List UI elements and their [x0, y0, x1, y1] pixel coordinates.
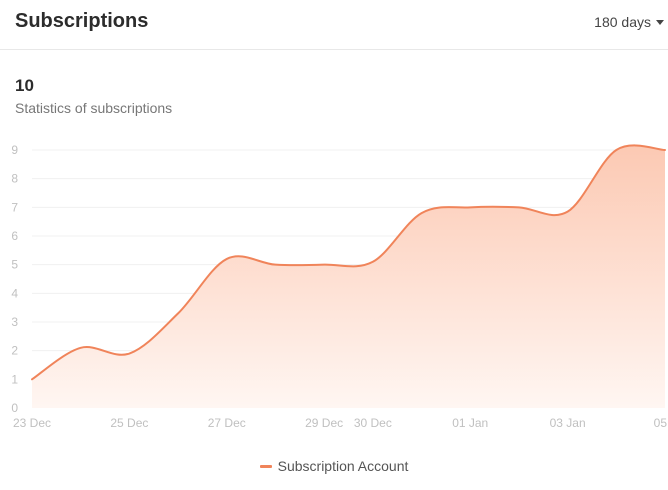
x-tick-label: 25 Dec: [110, 416, 148, 430]
time-range-label: 180 days: [594, 14, 651, 30]
card-header: Subscriptions 180 days: [0, 0, 668, 50]
y-tick-label: 3: [11, 315, 18, 329]
y-tick-label: 2: [11, 344, 18, 358]
y-tick-label: 0: [11, 401, 18, 415]
y-tick-label: 1: [11, 372, 18, 386]
card-title: Subscriptions: [15, 10, 149, 32]
x-tick-label: 03 Jan: [550, 416, 586, 430]
x-tick-label: 27 Dec: [208, 416, 246, 430]
y-tick-label: 7: [11, 200, 18, 214]
y-tick-label: 8: [11, 172, 18, 186]
caret-down-icon: [656, 19, 664, 25]
x-tick-label: 30 Dec: [354, 416, 392, 430]
time-range-dropdown[interactable]: 180 days: [594, 12, 664, 32]
series-area-fill: [32, 145, 665, 408]
x-tick-label: 23 Dec: [13, 416, 51, 430]
subscriptions-area-chart: 0 1 2 3 4 5 6 7 8 9 23 Dec 25 Dec 27 Dec 29 Dec 30 Dec…: [11, 143, 668, 430]
x-tick-label: 05 J: [654, 416, 668, 430]
y-tick-label: 4: [11, 286, 18, 300]
subscriptions-total: 10: [15, 76, 34, 95]
x-tick-label: 29 Dec: [305, 416, 343, 430]
y-tick-label: 6: [11, 229, 18, 243]
y-tick-label: 5: [11, 258, 18, 272]
subscriptions-description: Statistics of subscriptions: [15, 100, 173, 116]
y-tick-label: 9: [11, 143, 18, 157]
chart-legend[interactable]: Subscription Account: [0, 458, 668, 474]
series-line: [31, 144, 666, 381]
legend-label: Subscription Account: [277, 458, 409, 474]
legend-swatch: [259, 464, 272, 468]
x-tick-label: 01 Jan: [452, 416, 488, 430]
